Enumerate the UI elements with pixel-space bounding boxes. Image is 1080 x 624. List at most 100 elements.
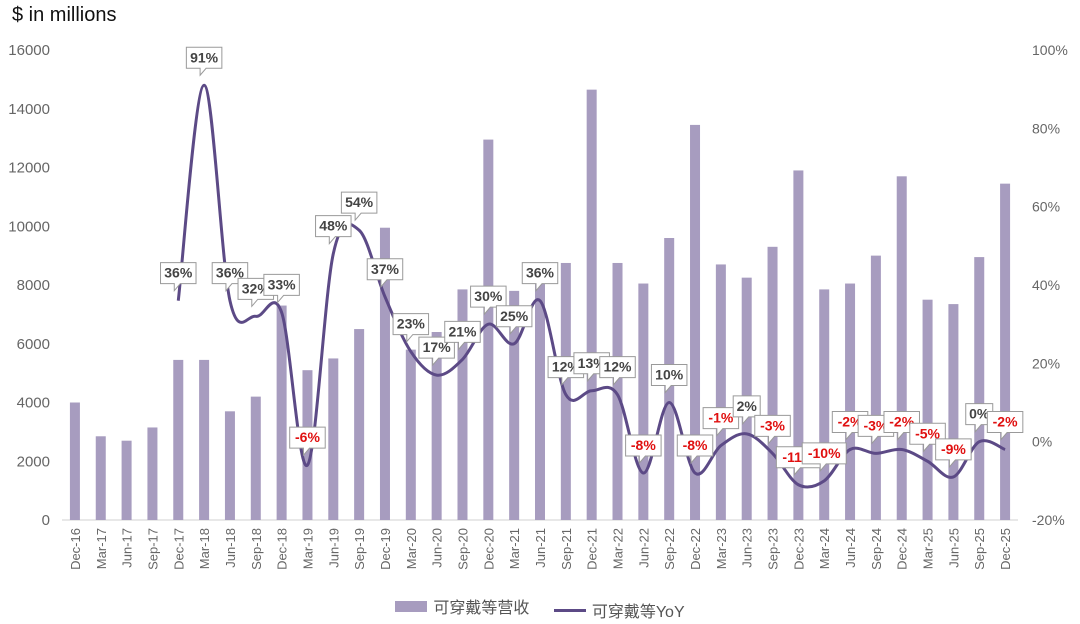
x-tick-label: Dec-20 (481, 528, 496, 570)
x-tick-label: Mar-20 (404, 528, 419, 569)
bar-Sep-20 (457, 289, 468, 520)
data-label-box (366, 258, 404, 289)
data-label-text: -2% (993, 414, 1018, 430)
bar-Dec-19 (379, 227, 390, 520)
data-label-text: 12% (603, 359, 632, 375)
data-label-box (986, 411, 1024, 441)
data-label-text: 91% (190, 49, 219, 65)
data-label-Mar-19: -6% (289, 426, 326, 457)
data-label-Sep-20: 21% (444, 320, 481, 351)
data-label-text: 37% (371, 261, 400, 277)
data-label-text: 21% (448, 323, 477, 339)
x-tick-label: Mar-21 (507, 528, 522, 569)
legend: 可穿戴等营收 可穿戴等YoY (0, 594, 1080, 622)
data-label-box (935, 438, 972, 469)
x-tick-label: Sep-20 (455, 528, 470, 570)
bar-Mar-22 (612, 262, 623, 520)
x-tick-label: Sep-24 (869, 528, 884, 570)
data-label-Jun-22: -8% (625, 434, 662, 465)
legend-label-revenue: 可穿戴等营收 (433, 600, 530, 617)
bar-Jun-18 (224, 411, 235, 520)
y2-tick-label: -20% (1032, 512, 1065, 528)
data-label-text: -1% (708, 410, 733, 426)
x-tick-label: Mar-19 (300, 528, 315, 569)
data-label-box (732, 395, 761, 426)
data-label-box (470, 285, 507, 316)
data-label-text: 12% (552, 359, 581, 375)
x-tick-label: Jun-24 (843, 528, 858, 568)
data-label-box (801, 442, 847, 473)
x-tick-label: Sep-22 (662, 528, 677, 570)
data-label-text: 13% (578, 355, 607, 371)
x-tick-label: Sep-18 (249, 528, 264, 570)
x-tick-label: Dec-21 (585, 528, 600, 570)
x-tick-label: Sep-17 (145, 528, 160, 570)
bar-Dec-20 (483, 139, 494, 520)
data-label-Sep-19: 54% (340, 191, 378, 222)
data-label-box (676, 434, 714, 465)
y2-tick-label: 40% (1032, 277, 1060, 293)
y-tick-label: 14000 (8, 101, 50, 118)
legend-item-revenue: 可穿戴等营收 (395, 594, 529, 618)
data-label-Mar-18: 91% (185, 46, 223, 77)
data-label-box (211, 262, 249, 293)
data-label-box (495, 305, 533, 336)
bar-Jun-25 (948, 304, 959, 520)
data-label-Sep-25: 0% (965, 403, 994, 434)
data-label-Dec-25: -2% (986, 411, 1024, 441)
y2-tick-label: 0% (1032, 434, 1052, 450)
data-label-Dec-17: 36% (160, 262, 197, 293)
bar-Mar-24 (819, 289, 830, 520)
bar-Sep-24 (870, 255, 881, 520)
data-label-box (650, 364, 688, 394)
data-label-box (185, 46, 223, 77)
bar-Mar-18 (199, 359, 210, 520)
x-tick-label: Jun-23 (740, 528, 755, 568)
x-tick-label: Jun-22 (636, 528, 651, 568)
data-label-text: 48% (319, 218, 348, 234)
data-label-text: 2% (737, 398, 758, 414)
data-label-text: 36% (216, 265, 245, 281)
bar-Mar-21 (509, 290, 520, 520)
x-tick-label: Dec-23 (791, 528, 806, 570)
y-tick-label: 12000 (8, 160, 50, 177)
data-label-text: -2% (889, 414, 914, 430)
data-label-text: -2% (838, 414, 863, 430)
data-label-text: 25% (500, 308, 529, 324)
bar-Dec-17 (173, 359, 184, 520)
bar-Dec-22 (690, 124, 701, 520)
legend-line-swatch (553, 608, 586, 612)
bar-Mar-25 (922, 299, 933, 520)
y-tick-label: 2000 (17, 453, 50, 470)
bar-Dec-21 (586, 89, 597, 520)
x-tick-label: Jun-18 (223, 528, 238, 568)
data-label-box (263, 273, 300, 304)
y2-tick-label: 100% (1032, 42, 1068, 58)
data-label-text: 0% (969, 406, 990, 422)
x-tick-label: Mar-25 (921, 528, 936, 569)
x-tick-label: Jun-17 (120, 528, 135, 568)
data-label-text: -9% (941, 441, 966, 457)
data-label-Jun-18: 36% (211, 262, 249, 293)
x-tick-label: Dec-17 (171, 528, 186, 570)
data-label-box (315, 215, 352, 246)
data-label-box (340, 191, 378, 222)
data-label-text: -5% (915, 425, 940, 441)
bar-Jun-21 (535, 262, 545, 520)
x-tick-label: Dec-18 (275, 528, 290, 570)
data-label-box (625, 434, 662, 465)
data-label-Jun-21: 36% (521, 262, 559, 293)
x-tick-label: Sep-19 (352, 528, 367, 570)
x-tick-label: Jun-21 (533, 528, 548, 568)
x-tick-label: Mar-24 (817, 528, 832, 569)
y2-tick-label: 60% (1032, 199, 1060, 215)
x-tick-label: Mar-23 (714, 528, 729, 569)
data-label-text: -10% (808, 445, 841, 461)
bar-Mar-20 (405, 349, 416, 520)
bar-Sep-18 (250, 396, 261, 520)
bar-Dec-25 (1000, 183, 1011, 520)
bar-Sep-25 (974, 257, 985, 520)
x-tick-label: Jun-19 (326, 528, 341, 568)
